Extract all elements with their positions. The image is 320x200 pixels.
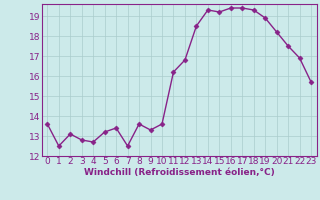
X-axis label: Windchill (Refroidissement éolien,°C): Windchill (Refroidissement éolien,°C) xyxy=(84,168,275,177)
